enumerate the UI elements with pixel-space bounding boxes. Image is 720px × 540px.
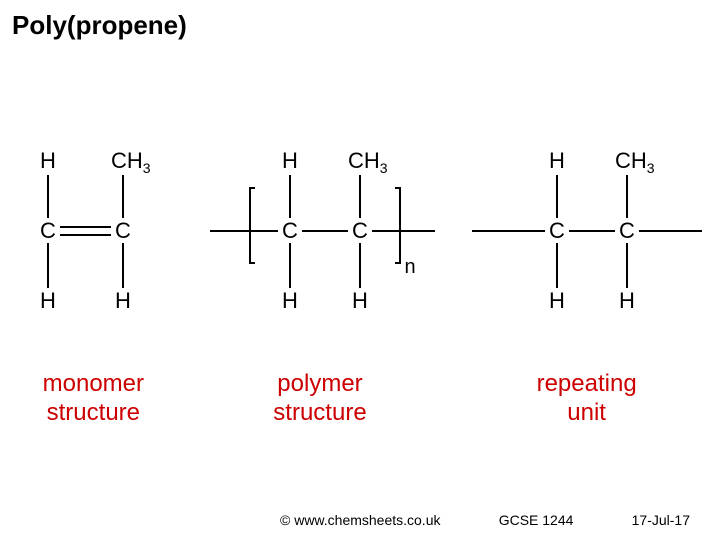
atom-ch3-tr: CH3 xyxy=(348,148,388,176)
labels-row: monomerstructure polymerstructure repeat… xyxy=(0,370,720,428)
atom-h-bl: H xyxy=(549,288,565,313)
footer-copyright: © www.chemsheets.co.uk xyxy=(280,512,441,528)
subscript-n: n xyxy=(404,256,415,278)
atom-c-r: C xyxy=(115,218,131,243)
atom-h-tl: H xyxy=(282,148,298,173)
polymer-structure: H CH3 C C H H n xyxy=(200,143,440,318)
footer: © www.chemsheets.co.uk GCSE 1244 17-Jul-… xyxy=(0,512,720,528)
atom-h-br: H xyxy=(352,288,368,313)
atom-c-l: C xyxy=(40,218,56,243)
atom-h-br: H xyxy=(115,288,131,313)
atom-ch3-tr: CH3 xyxy=(111,148,151,176)
atom-h-bl: H xyxy=(282,288,298,313)
atom-ch3-tr: CH3 xyxy=(615,148,655,176)
footer-ref: GCSE 1244 xyxy=(499,512,574,528)
atom-c-l: C xyxy=(549,218,565,243)
polymer-label: polymerstructure xyxy=(200,370,440,428)
atom-c-l: C xyxy=(282,218,298,243)
bracket-left xyxy=(250,188,255,263)
atom-h-tl: H xyxy=(549,148,565,173)
repeating-label: repeatingunit xyxy=(467,370,707,428)
footer-date: 17-Jul-17 xyxy=(632,512,690,528)
bracket-right xyxy=(395,188,400,263)
page-title: Poly(propene) xyxy=(12,10,187,41)
monomer-label: monomerstructure xyxy=(13,370,173,428)
monomer-structure: H CH3 C C H H xyxy=(13,143,173,318)
atom-c-r: C xyxy=(352,218,368,243)
atom-h-bl: H xyxy=(40,288,56,313)
repeating-structure: H CH3 C C H H xyxy=(467,143,707,318)
atom-h-tl: H xyxy=(40,148,56,173)
atom-h-br: H xyxy=(619,288,635,313)
structures-row: H CH3 C C H H H CH3 C C H H n xyxy=(0,130,720,330)
atom-c-r: C xyxy=(619,218,635,243)
